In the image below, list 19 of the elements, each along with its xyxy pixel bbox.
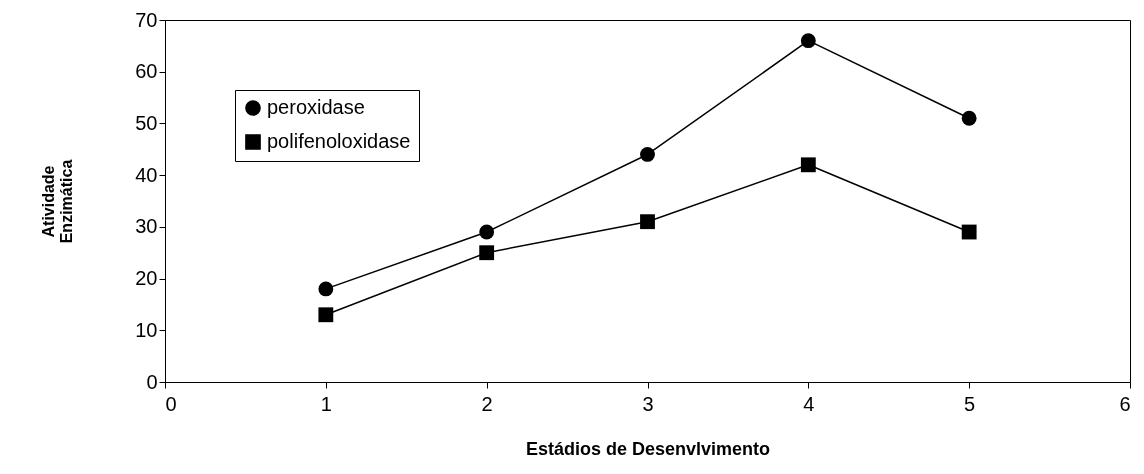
- y-tick-label: 10: [135, 318, 158, 341]
- y-tick-label: 20: [135, 267, 158, 290]
- y-tick-label: 70: [135, 8, 158, 31]
- legend-label: peroxidase: [267, 96, 365, 118]
- y-tick-label: 40: [135, 163, 158, 186]
- y-tick-label: 60: [135, 60, 158, 83]
- y-axis-title: Atividade Enzimática: [40, 159, 76, 244]
- y-tick-label: 0: [146, 370, 158, 393]
- y-tick-label: 50: [135, 111, 158, 134]
- x-tick-label: 5: [964, 392, 976, 415]
- x-tick-label: 4: [803, 392, 815, 415]
- x-tick-label: 6: [1119, 392, 1131, 415]
- legend-label: polifenoloxidase: [267, 130, 411, 152]
- y-tick-label: 30: [135, 215, 158, 238]
- x-tick-label: 1: [320, 392, 332, 415]
- x-tick-label: 0: [165, 392, 177, 415]
- x-tick-label: 2: [481, 392, 493, 415]
- x-axis-title: Estádios de Desenvlvimento: [525, 438, 771, 459]
- x-tick-label: 3: [642, 392, 654, 415]
